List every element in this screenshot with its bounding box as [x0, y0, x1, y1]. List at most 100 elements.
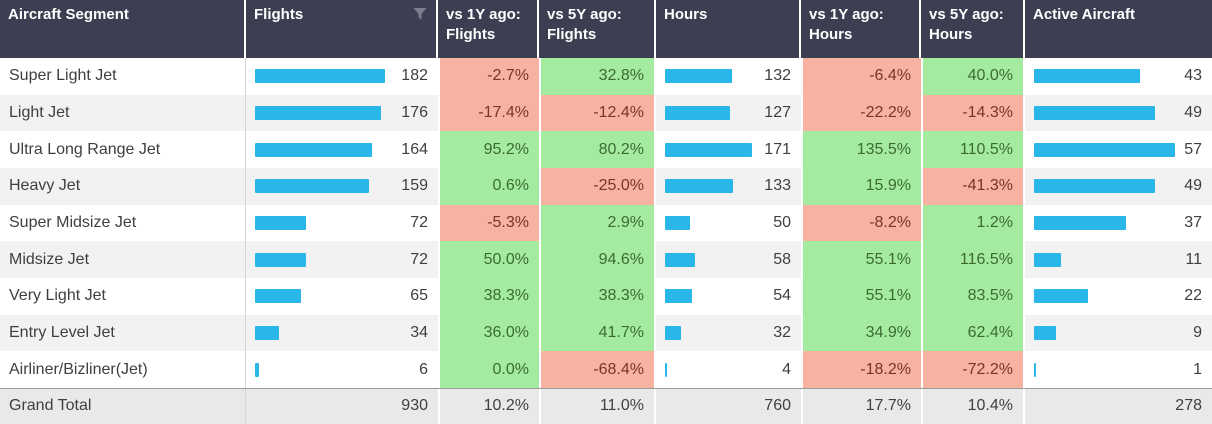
vs5y-flights-cell[interactable]: -68.4% — [539, 351, 656, 388]
vs5y-flights-cell[interactable]: 32.8% — [539, 58, 656, 95]
active-aircraft-cell[interactable]: 43 — [1025, 58, 1212, 95]
segment-cell[interactable]: Super Light Jet — [0, 58, 246, 95]
active-aircraft-cell[interactable]: 49 — [1025, 168, 1212, 205]
active-aircraft-cell[interactable]: 1 — [1025, 351, 1212, 388]
flights-cell[interactable]: 159 — [246, 168, 438, 205]
vs1y-flights-cell[interactable]: 0.6% — [438, 167, 539, 205]
flights-cell[interactable]: 65 — [246, 278, 438, 315]
table-row[interactable]: Super Light Jet 182 -2.7% 32.8% 132 -6.4… — [0, 58, 1212, 95]
vs1y-hours-cell[interactable]: 135.5% — [801, 131, 921, 168]
segment-cell[interactable]: Midsize Jet — [0, 241, 246, 278]
vs5y-flights-cell[interactable]: 38.3% — [539, 277, 656, 315]
vs5y-flights-cell[interactable]: 41.7% — [539, 314, 656, 352]
active-aircraft-cell[interactable]: 37 — [1025, 205, 1212, 242]
vs5y-flights-cell[interactable]: 2.9% — [539, 204, 656, 242]
active-aircraft-value: 43 — [1184, 67, 1202, 85]
col-header-hours[interactable]: Hours — [656, 0, 801, 58]
vs1y-flights-cell[interactable]: 50.0% — [438, 241, 539, 278]
flights-cell[interactable]: 164 — [246, 131, 438, 168]
vs1y-flights-cell[interactable]: -5.3% — [438, 204, 539, 242]
vs1y-hours-cell[interactable]: 55.1% — [801, 277, 921, 315]
vs5y-hours-value: 40.0% — [967, 67, 1013, 85]
active-aircraft-cell[interactable]: 22 — [1025, 278, 1212, 315]
table-row[interactable]: Ultra Long Range Jet 164 95.2% 80.2% 171… — [0, 131, 1212, 168]
col-header-aircraft-segment[interactable]: Aircraft Segment — [0, 0, 246, 58]
col-header-vs1y-hours[interactable]: vs 1Y ago: Hours — [801, 0, 921, 58]
flights-bar — [255, 142, 373, 157]
filter-icon[interactable] — [412, 6, 428, 22]
hours-cell[interactable]: 127 — [656, 95, 801, 132]
segment-cell[interactable]: Airliner/Bizliner(Jet) — [0, 351, 246, 388]
vs5y-hours-cell[interactable]: 62.4% — [921, 314, 1025, 352]
vs5y-hours-cell[interactable]: 110.5% — [921, 131, 1025, 168]
hours-value: 133 — [764, 177, 791, 195]
vs5y-hours-cell[interactable]: 40.0% — [921, 58, 1025, 95]
table-row[interactable]: Heavy Jet 159 0.6% -25.0% 133 15.9% -41.… — [0, 167, 1212, 205]
vs1y-hours-cell[interactable]: 55.1% — [801, 241, 921, 278]
vs1y-hours-cell[interactable]: -22.2% — [801, 94, 921, 132]
active-aircraft-cell[interactable]: 49 — [1025, 95, 1212, 132]
active-aircraft-cell[interactable]: 57 — [1025, 131, 1212, 168]
segment-cell[interactable]: Entry Level Jet — [0, 314, 246, 352]
col-header-vs5y-hours[interactable]: vs 5Y ago: Hours — [921, 0, 1025, 58]
vs5y-flights-cell[interactable]: -25.0% — [539, 167, 656, 205]
col-header-vs1y-flights[interactable]: vs 1Y ago: Flights — [438, 0, 539, 58]
segment-cell[interactable]: Very Light Jet — [0, 277, 246, 315]
vs1y-hours-cell[interactable]: -8.2% — [801, 204, 921, 242]
vs5y-hours-cell[interactable]: -72.2% — [921, 351, 1025, 388]
vs5y-flights-cell[interactable]: -12.4% — [539, 94, 656, 132]
hours-cell[interactable]: 171 — [656, 131, 801, 168]
flights-cell[interactable]: 6 — [246, 351, 438, 388]
flights-cell[interactable]: 182 — [246, 58, 438, 95]
hours-bar — [665, 179, 733, 194]
vs1y-hours-cell[interactable]: 34.9% — [801, 314, 921, 352]
hours-cell[interactable]: 54 — [656, 278, 801, 315]
grand-total-row[interactable]: Grand Total 930 10.2% 11.0% 760 17.7% 10… — [0, 387, 1212, 424]
table-row[interactable]: Very Light Jet 65 38.3% 38.3% 54 55.1% 8… — [0, 277, 1212, 315]
flights-cell[interactable]: 72 — [246, 241, 438, 278]
hours-cell[interactable]: 133 — [656, 168, 801, 205]
segment-cell[interactable]: Light Jet — [0, 94, 246, 132]
vs5y-hours-cell[interactable]: 1.2% — [921, 204, 1025, 242]
vs1y-flights-cell[interactable]: 95.2% — [438, 131, 539, 168]
table-row[interactable]: Airliner/Bizliner(Jet) 6 0.0% -68.4% 4 -… — [0, 351, 1212, 388]
hours-cell[interactable]: 4 — [656, 351, 801, 388]
col-header-label: Aircraft Segment — [8, 6, 129, 23]
hours-cell[interactable]: 132 — [656, 58, 801, 95]
table-row[interactable]: Entry Level Jet 34 36.0% 41.7% 32 34.9% … — [0, 314, 1212, 352]
segment-cell[interactable]: Heavy Jet — [0, 167, 246, 205]
vs1y-hours-cell[interactable]: -6.4% — [801, 58, 921, 95]
vs1y-flights-cell[interactable]: 38.3% — [438, 277, 539, 315]
vs1y-hours-cell[interactable]: -18.2% — [801, 351, 921, 388]
vs1y-flights-cell[interactable]: -17.4% — [438, 94, 539, 132]
col-header-vs5y-flights[interactable]: vs 5Y ago: Flights — [539, 0, 656, 58]
table-row[interactable]: Super Midsize Jet 72 -5.3% 2.9% 50 -8.2%… — [0, 204, 1212, 242]
vs1y-flights-cell[interactable]: -2.7% — [438, 58, 539, 95]
hours-value: 54 — [773, 287, 791, 305]
segment-cell[interactable]: Ultra Long Range Jet — [0, 131, 246, 168]
col-header-flights[interactable]: Flights — [246, 0, 438, 58]
vs1y-hours-cell[interactable]: 15.9% — [801, 167, 921, 205]
flights-cell[interactable]: 34 — [246, 315, 438, 352]
active-aircraft-cell[interactable]: 11 — [1025, 241, 1212, 278]
hours-cell[interactable]: 32 — [656, 315, 801, 352]
vs1y-flights-cell[interactable]: 36.0% — [438, 314, 539, 352]
col-header-active-aircraft[interactable]: Active Aircraft — [1025, 0, 1212, 58]
vs5y-flights-cell[interactable]: 94.6% — [539, 241, 656, 278]
table-row[interactable]: Midsize Jet 72 50.0% 94.6% 58 55.1% 116.… — [0, 241, 1212, 278]
segment-cell[interactable]: Super Midsize Jet — [0, 204, 246, 242]
table-row[interactable]: Light Jet 176 -17.4% -12.4% 127 -22.2% -… — [0, 94, 1212, 132]
vs5y-flights-cell[interactable]: 80.2% — [539, 131, 656, 168]
vs5y-hours-cell[interactable]: 116.5% — [921, 241, 1025, 278]
grand-total-vs1y-hours-value: 17.7% — [865, 397, 911, 415]
hours-cell[interactable]: 50 — [656, 205, 801, 242]
active-aircraft-cell[interactable]: 9 — [1025, 315, 1212, 352]
vs5y-hours-cell[interactable]: -41.3% — [921, 167, 1025, 205]
flights-cell[interactable]: 72 — [246, 205, 438, 242]
hours-cell[interactable]: 58 — [656, 241, 801, 278]
vs1y-flights-cell[interactable]: 0.0% — [438, 351, 539, 388]
vs1y-hours-value: 15.9% — [865, 177, 911, 195]
vs5y-hours-cell[interactable]: -14.3% — [921, 94, 1025, 132]
vs5y-hours-cell[interactable]: 83.5% — [921, 277, 1025, 315]
flights-cell[interactable]: 176 — [246, 95, 438, 132]
